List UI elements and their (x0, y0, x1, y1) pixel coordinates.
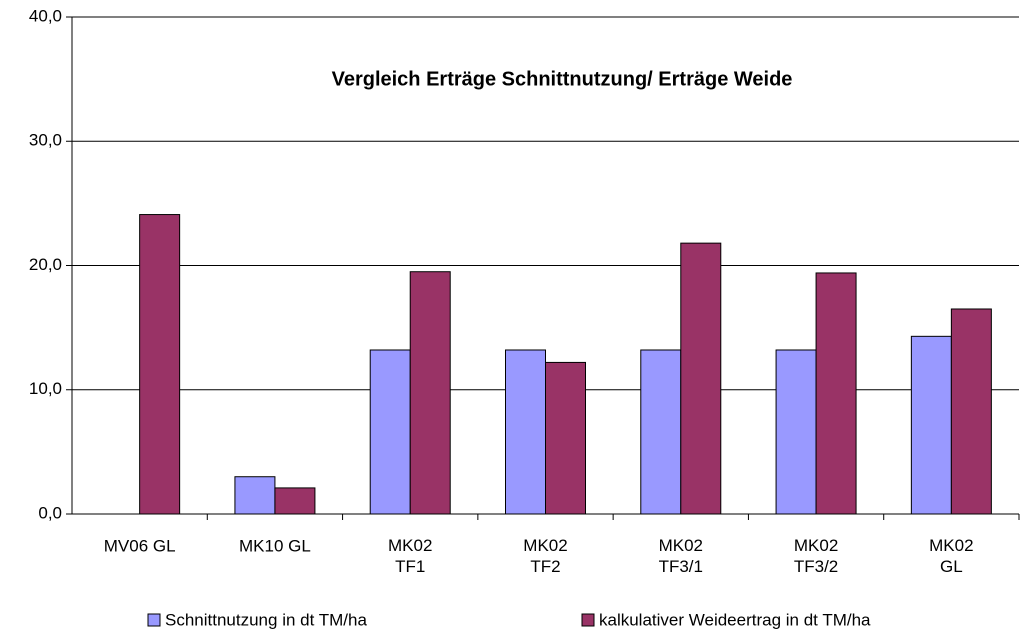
x-tick-label: MV06 GL (104, 536, 176, 555)
x-tick-label: MK10 GL (239, 536, 311, 555)
legend-label: kalkulativer Weideertrag in dt TM/ha (599, 610, 871, 629)
bar (234, 476, 276, 515)
bar (775, 349, 817, 515)
x-tick-label: MK02 TF3/2 (794, 536, 838, 576)
bar (505, 349, 546, 515)
y-tick-label: 10,0 (29, 379, 62, 398)
bar (545, 361, 586, 515)
x-tick-label: MK02 TF1 (388, 536, 432, 576)
legend-swatch (147, 613, 161, 627)
x-tick-label: MK02 TF2 (523, 536, 567, 576)
y-tick-label: 30,0 (29, 131, 62, 150)
y-tick-label: 0,0 (38, 503, 62, 522)
y-tick-label: 40,0 (29, 6, 62, 25)
bar (640, 349, 682, 515)
legend-swatch (581, 613, 595, 627)
x-tick-label: MK02 TF3/1 (659, 536, 703, 576)
bar (274, 487, 316, 515)
bar (910, 335, 952, 515)
legend-label: Schnittnutzung in dt TM/ha (165, 610, 367, 629)
x-tick-label: MK02 GL (929, 536, 973, 576)
bar (409, 271, 451, 515)
bar (369, 349, 411, 515)
chart-title: Vergleich Erträge Schnittnutzung/ Erträg… (332, 68, 793, 90)
bar (680, 242, 722, 515)
bar (139, 214, 181, 515)
bar (815, 272, 857, 515)
y-tick-label: 20,0 (29, 255, 62, 274)
bar (950, 308, 992, 515)
